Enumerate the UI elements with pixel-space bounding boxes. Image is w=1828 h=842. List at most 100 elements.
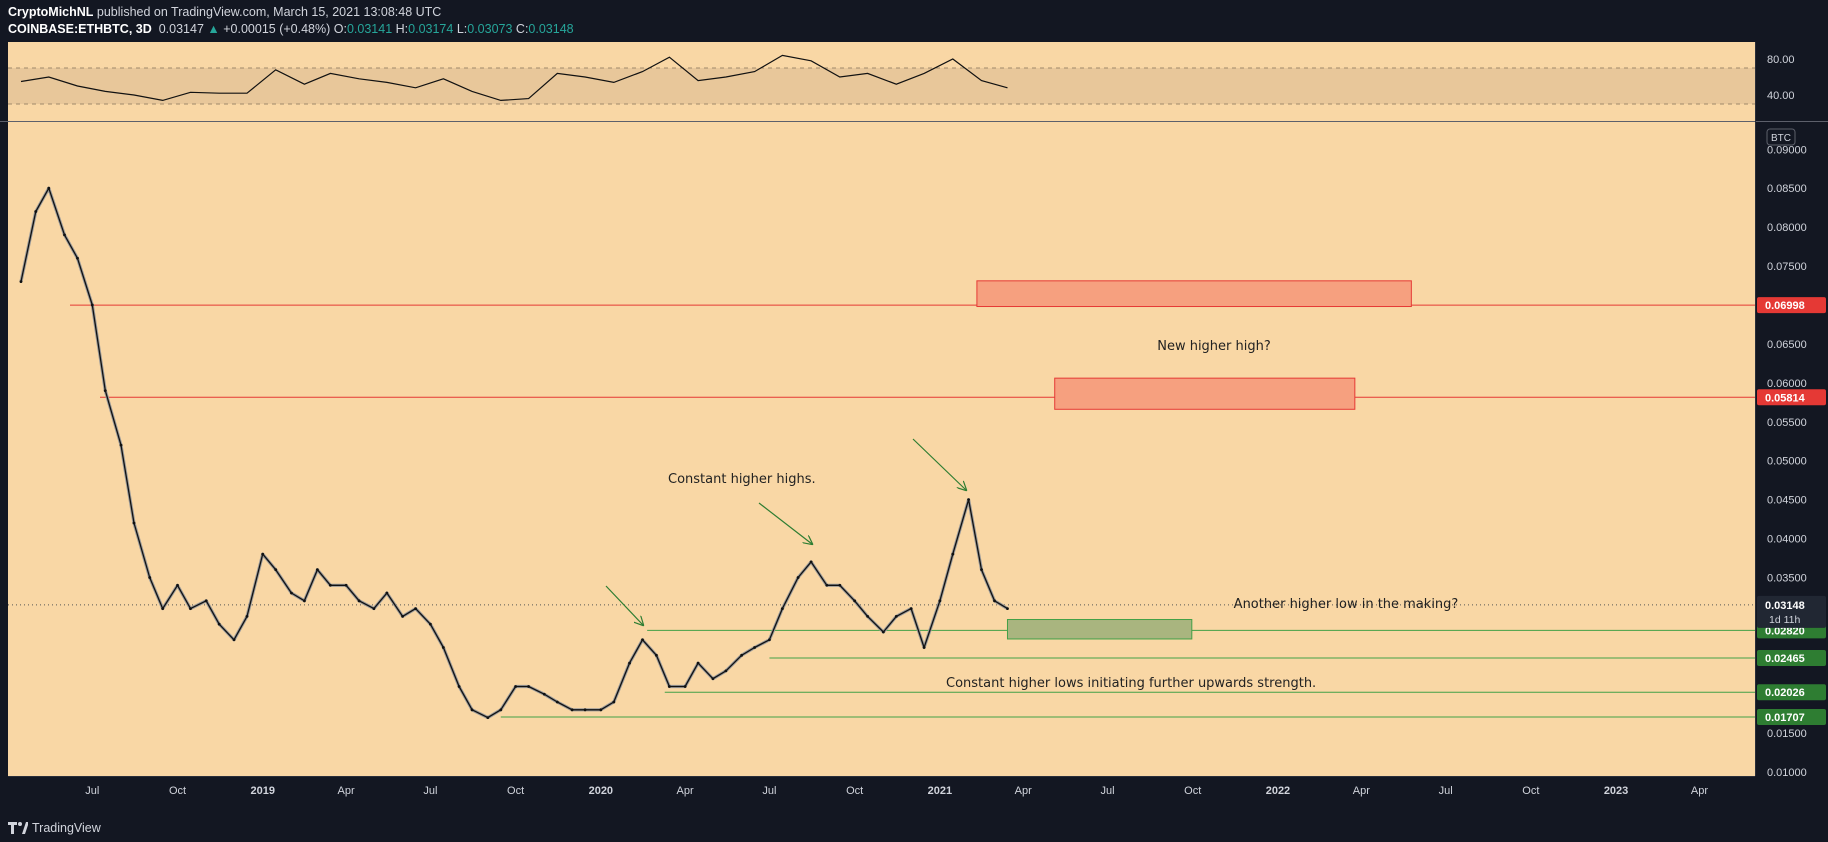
level-badge	[1757, 297, 1826, 314]
price-point	[161, 607, 165, 611]
price-point	[951, 552, 955, 556]
price-point	[63, 233, 66, 237]
tradingview-logo-icon	[8, 822, 28, 834]
low-label: L:	[456, 22, 468, 36]
price-point	[19, 280, 23, 284]
price-point	[486, 716, 490, 720]
price-point	[457, 685, 461, 688]
price-point	[796, 576, 800, 579]
rsi-tick-label: 80.00	[1767, 54, 1795, 66]
level-badge-label: 0.05814	[1765, 392, 1806, 404]
price-point	[499, 708, 503, 712]
level-badge-label: 0.02465	[1765, 653, 1805, 665]
price-point	[711, 677, 715, 681]
x-tick-label: Jul	[85, 785, 99, 797]
annotation-constant-higher-highs[interactable]: Constant higher highs.	[668, 472, 816, 487]
resistance-zone-lower[interactable]	[1054, 377, 1356, 410]
high-label: H:	[395, 22, 409, 36]
price-tick-label: 0.06500	[1767, 339, 1807, 351]
price-point	[90, 303, 94, 307]
symbol-label[interactable]: COINBASE:ETHBTC, 3D	[8, 22, 152, 36]
x-tick-label: Apr	[338, 785, 355, 797]
price-point	[441, 646, 445, 649]
low-value: 0.03073	[467, 22, 513, 36]
price-point	[385, 591, 389, 595]
price-point	[655, 653, 658, 657]
price-point	[372, 607, 376, 611]
price-tick-label: 0.03500	[1767, 572, 1807, 584]
arrow-annotation[interactable]	[912, 438, 966, 490]
x-tick-label: Jul	[423, 785, 437, 797]
price-point	[470, 708, 474, 712]
price-point	[667, 685, 671, 688]
price-tick-label: 0.09000	[1767, 144, 1807, 156]
price-point	[683, 685, 687, 688]
current-price-badge	[1757, 595, 1826, 628]
annotation-new-higher-high[interactable]: New higher high?	[1157, 339, 1271, 354]
price-tick-label: 0.04000	[1767, 534, 1807, 546]
price-point	[628, 661, 631, 665]
price-point	[217, 622, 221, 626]
price-tick-label: 0.05500	[1767, 417, 1807, 429]
price-point	[542, 692, 546, 696]
author-name[interactable]: CryptoMichNL	[8, 5, 94, 19]
close-label: C:	[515, 22, 529, 36]
price-point	[34, 210, 38, 213]
price-tick-label: 0.08000	[1767, 222, 1807, 234]
price-point	[1006, 607, 1009, 611]
arrow-annotation[interactable]	[605, 585, 643, 625]
price-point	[527, 685, 530, 688]
price-point	[768, 638, 771, 642]
change-up-icon: ▲	[207, 22, 220, 36]
x-tick-label: Apr	[677, 785, 694, 797]
price-point	[993, 599, 996, 603]
price-point	[853, 599, 857, 603]
price-point	[47, 186, 51, 190]
price-point	[245, 614, 249, 618]
price-point	[303, 599, 306, 603]
price-point	[570, 708, 574, 712]
price-point	[909, 607, 913, 611]
price-point	[414, 607, 417, 611]
current-price-label: 0.03148	[1765, 600, 1805, 612]
x-tick-label: Jul	[1439, 785, 1453, 797]
countdown-label: 1d 11h	[1769, 614, 1800, 626]
annotation-constant-higher-lows[interactable]: Constant higher lows initiating further …	[946, 676, 1316, 691]
x-tick-label: Oct	[507, 785, 524, 797]
price-point	[328, 583, 332, 587]
level-badge	[1757, 650, 1826, 667]
arrow-annotation[interactable]	[758, 502, 812, 544]
x-tick-label: Apr	[1015, 785, 1032, 797]
resistance-zone-upper[interactable]	[976, 280, 1412, 308]
price-point	[290, 591, 293, 595]
currency-badge	[1766, 128, 1796, 146]
x-tick-label: Oct	[169, 785, 186, 797]
rsi-band	[8, 68, 1755, 104]
price-point	[344, 583, 348, 587]
price-point	[780, 607, 784, 611]
price-point	[261, 552, 265, 556]
x-tick-label: Jul	[762, 785, 776, 797]
price-tick-label: 0.04500	[1767, 495, 1807, 507]
x-tick-label: Jul	[1100, 785, 1114, 797]
price-point	[612, 700, 616, 704]
level-badge	[1757, 684, 1826, 701]
price-point	[753, 646, 756, 649]
publish-info: published on TradingView.com, March 15, …	[96, 5, 442, 19]
x-tick-label: Apr	[1353, 785, 1370, 797]
price-point	[357, 599, 361, 603]
annotation-another-higher-low[interactable]: Another higher low in the making?	[1234, 597, 1459, 612]
x-tick-label: 2022	[1266, 785, 1290, 797]
x-tick-label: 2021	[928, 785, 952, 797]
close-value: 0.03148	[528, 22, 574, 36]
price-point	[967, 498, 970, 502]
price-point	[938, 599, 942, 603]
price-tick-label: 0.07500	[1767, 261, 1807, 273]
rsi-line	[20, 54, 1008, 102]
price-point	[894, 614, 898, 618]
support-zone[interactable]	[1006, 619, 1193, 640]
tradingview-brand[interactable]: TradingView	[32, 821, 101, 835]
last-price: 0.03147	[158, 22, 204, 36]
